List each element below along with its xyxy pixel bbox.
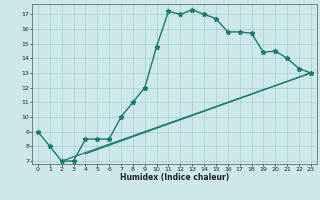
X-axis label: Humidex (Indice chaleur): Humidex (Indice chaleur) <box>120 173 229 182</box>
